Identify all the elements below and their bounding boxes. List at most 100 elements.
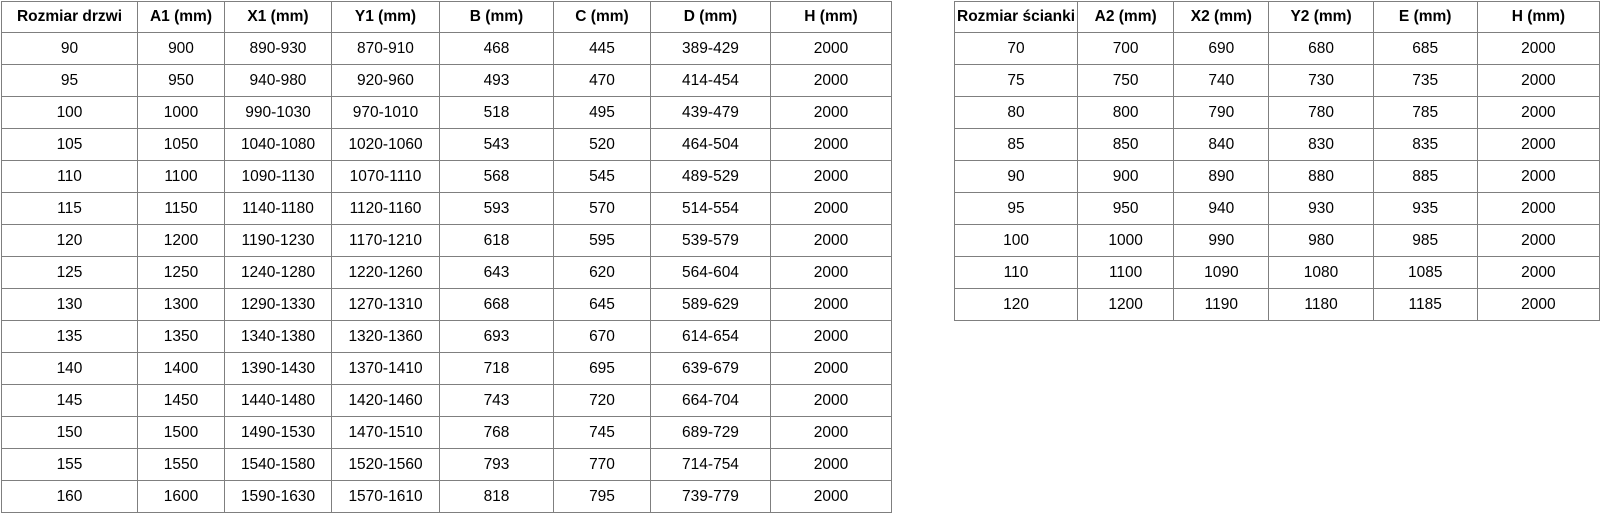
table-cell: 850	[1077, 128, 1175, 161]
table-row: 140 1400 1390-1430 1370-1410 718 695 639-679 20…	[1, 352, 892, 385]
table-cell: 639-679	[650, 352, 771, 385]
table-cell: 70	[953, 32, 1079, 65]
table-cell: 985	[1372, 224, 1478, 257]
table-cell: 543	[439, 128, 554, 161]
table-cell: 750	[1077, 64, 1175, 97]
table-cell: 980	[1268, 224, 1374, 257]
table-row: 95 950 940 930 935 2000	[953, 192, 1600, 225]
table-cell: 2000	[1476, 288, 1600, 321]
table-cell: 125	[1, 256, 138, 289]
table-cell: 1000	[1077, 224, 1175, 257]
table-row: 110 1100 1090-1130 1070-1110 568 545 489-529 20…	[1, 160, 892, 193]
table-cell: 1090	[1173, 256, 1270, 289]
table-cell: 520	[553, 128, 651, 161]
column-header: X2 (mm)	[1173, 1, 1270, 33]
table-cell: 100	[953, 224, 1079, 257]
table-cell: 155	[1, 448, 138, 481]
table-cell: 1140-1180	[224, 192, 332, 225]
table-cell: 900	[137, 32, 225, 65]
table-cell: 568	[439, 160, 554, 193]
table-cell: 2000	[770, 480, 892, 513]
column-header: X1 (mm)	[224, 1, 332, 33]
table-cell: 1090-1130	[224, 160, 332, 193]
table-cell: 120	[1, 224, 138, 257]
table-cell: 2000	[770, 352, 892, 385]
wall-size-table: Rozmiar ścianki A2 (mm) X2 (mm) Y2 (mm) E (m…	[953, 1, 1600, 321]
table-cell: 870-910	[331, 32, 440, 65]
table-cell: 90	[953, 160, 1079, 193]
table-cell: 840	[1173, 128, 1270, 161]
table-cell: 110	[1, 160, 138, 193]
table-cell: 464-504	[650, 128, 771, 161]
table-cell: 1420-1460	[331, 384, 440, 417]
table-cell: 714-754	[650, 448, 771, 481]
table-cell: 835	[1372, 128, 1478, 161]
table-cell: 718	[439, 352, 554, 385]
table-cell: 1320-1360	[331, 320, 440, 353]
table-cell: 885	[1372, 160, 1478, 193]
table-row: 100 1000 990 980 985 2000	[953, 224, 1600, 257]
table-cell: 1100	[137, 160, 225, 193]
table-cell: 1040-1080	[224, 128, 332, 161]
table-row: 130 1300 1290-1330 1270-1310 668 645 589-629 20…	[1, 288, 892, 321]
table-cell: 90	[1, 32, 138, 65]
table-cell: 1370-1410	[331, 352, 440, 385]
table-row: 100 1000 990-1030 970-1010 518 495 439-479 2000	[1, 96, 892, 129]
table-row: 150 1500 1490-1530 1470-1510 768 745 689-729 20…	[1, 416, 892, 449]
table-cell: 1250	[137, 256, 225, 289]
table-cell: 2000	[770, 384, 892, 417]
table-cell: 445	[553, 32, 651, 65]
table-cell: 2000	[770, 320, 892, 353]
table-cell: 2000	[770, 160, 892, 193]
table-cell: 700	[1077, 32, 1175, 65]
table-row: 80 800 790 780 785 2000	[953, 96, 1600, 129]
table-cell: 1200	[1077, 288, 1175, 321]
table-cell: 1190-1230	[224, 224, 332, 257]
table-cell: 414-454	[650, 64, 771, 97]
table-cell: 1080	[1268, 256, 1374, 289]
column-header: Rozmiar ścianki	[953, 1, 1079, 33]
table-cell: 730	[1268, 64, 1374, 97]
table-cell: 1470-1510	[331, 416, 440, 449]
column-header: Rozmiar drzwi	[1, 1, 138, 33]
table-cell: 2000	[1476, 128, 1600, 161]
column-header: C (mm)	[553, 1, 651, 33]
table-row: 160 1600 1590-1630 1570-1610 818 795 739-779 20…	[1, 480, 892, 513]
table-cell: 940-980	[224, 64, 332, 97]
table-cell: 1440-1480	[224, 384, 332, 417]
table-cell: 2000	[1476, 192, 1600, 225]
column-header: H (mm)	[1476, 1, 1600, 33]
door-size-table: Rozmiar drzwi A1 (mm) X1 (mm) Y1 (mm) B (mm)…	[1, 1, 892, 513]
table-cell: 680	[1268, 32, 1374, 65]
table-cell: 1290-1330	[224, 288, 332, 321]
table-cell: 150	[1, 416, 138, 449]
table-cell: 664-704	[650, 384, 771, 417]
table-cell: 2000	[770, 192, 892, 225]
table-cell: 2000	[770, 128, 892, 161]
table-row: 155 1550 1540-1580 1520-1560 793 770 714-754 20…	[1, 448, 892, 481]
table-cell: 1520-1560	[331, 448, 440, 481]
column-header: A2 (mm)	[1077, 1, 1175, 33]
table-cell: 110	[953, 256, 1079, 289]
table-cell: 495	[553, 96, 651, 129]
table-cell: 2000	[1476, 224, 1600, 257]
table-cell: 1570-1610	[331, 480, 440, 513]
table-cell: 695	[553, 352, 651, 385]
table-cell: 1500	[137, 416, 225, 449]
table-cell: 595	[553, 224, 651, 257]
table-cell: 1350	[137, 320, 225, 353]
table-cell: 85	[953, 128, 1079, 161]
table-cell: 793	[439, 448, 554, 481]
table-header-row: Rozmiar drzwi A1 (mm) X1 (mm) Y1 (mm) B (mm)…	[1, 1, 892, 33]
table-cell: 745	[553, 416, 651, 449]
table-cell: 2000	[1476, 256, 1600, 289]
table-cell: 743	[439, 384, 554, 417]
table-cell: 668	[439, 288, 554, 321]
door-size-table-body: 90 900 890-930 870-910 468 445 389-429 2000 95 95…	[1, 32, 892, 513]
table-cell: 1600	[137, 480, 225, 513]
table-cell: 930	[1268, 192, 1374, 225]
table-cell: 830	[1268, 128, 1374, 161]
table-row: 90 900 890-930 870-910 468 445 389-429 2000	[1, 32, 892, 65]
table-cell: 693	[439, 320, 554, 353]
